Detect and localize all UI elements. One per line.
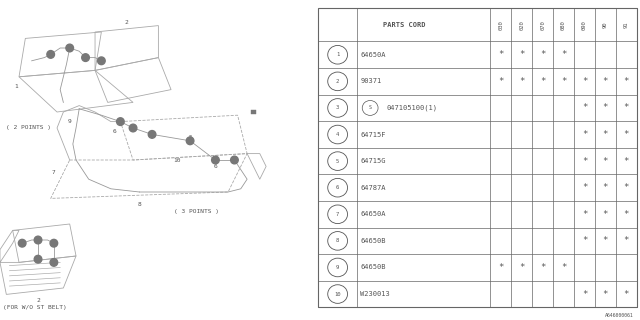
Circle shape	[50, 239, 58, 247]
Text: *: *	[603, 290, 608, 299]
Text: *: *	[603, 210, 608, 219]
Circle shape	[47, 51, 54, 58]
Text: *: *	[623, 130, 629, 139]
Text: 5: 5	[188, 135, 192, 140]
Text: 6: 6	[214, 164, 218, 169]
Circle shape	[148, 131, 156, 138]
Text: *: *	[603, 183, 608, 192]
Text: *: *	[623, 103, 629, 112]
Text: 1: 1	[14, 84, 18, 89]
Text: 3: 3	[252, 109, 255, 115]
Text: *: *	[498, 263, 504, 272]
Text: *: *	[623, 77, 629, 86]
Text: PARTS CORD: PARTS CORD	[383, 22, 426, 28]
Text: 2: 2	[336, 79, 339, 84]
Text: 64650A: 64650A	[360, 52, 386, 58]
Text: *: *	[603, 130, 608, 139]
Text: 7: 7	[336, 212, 339, 217]
Text: 64715G: 64715G	[360, 158, 386, 164]
Text: *: *	[540, 50, 545, 59]
Circle shape	[186, 137, 194, 145]
Text: 64650A: 64650A	[360, 211, 386, 217]
Text: 020: 020	[519, 20, 524, 29]
Circle shape	[34, 255, 42, 263]
Text: 4: 4	[336, 132, 339, 137]
Text: 9: 9	[336, 265, 339, 270]
Text: 090: 090	[582, 20, 587, 29]
Text: *: *	[561, 50, 566, 59]
Circle shape	[129, 124, 137, 132]
Text: 90371: 90371	[360, 78, 381, 84]
Text: 6: 6	[336, 185, 339, 190]
Text: 2: 2	[36, 298, 40, 303]
Text: *: *	[582, 183, 587, 192]
Text: *: *	[561, 263, 566, 272]
Text: 9: 9	[68, 119, 72, 124]
Polygon shape	[251, 109, 256, 114]
Circle shape	[66, 44, 74, 52]
Text: 64715F: 64715F	[360, 132, 386, 138]
Text: *: *	[519, 77, 525, 86]
Text: ( 3 POINTS ): ( 3 POINTS )	[174, 209, 219, 214]
Circle shape	[34, 236, 42, 244]
Text: *: *	[603, 77, 608, 86]
Text: 030: 030	[499, 20, 504, 29]
Text: S: S	[369, 106, 372, 110]
Text: 8: 8	[336, 238, 339, 244]
Text: ( 2 POINTS ): ( 2 POINTS )	[6, 125, 51, 131]
Text: *: *	[582, 130, 587, 139]
Text: (FOR W/O ST BELT): (FOR W/O ST BELT)	[3, 305, 67, 310]
Text: *: *	[603, 156, 608, 166]
Circle shape	[19, 239, 26, 247]
Text: *: *	[561, 77, 566, 86]
Circle shape	[116, 118, 124, 125]
Text: *: *	[540, 263, 545, 272]
Text: 5: 5	[336, 159, 339, 164]
Text: *: *	[623, 236, 629, 245]
Circle shape	[50, 259, 58, 266]
Text: *: *	[582, 156, 587, 166]
Text: *: *	[519, 50, 525, 59]
Text: 7: 7	[52, 170, 56, 175]
Text: 10: 10	[334, 292, 341, 297]
Text: 91: 91	[624, 21, 628, 28]
Text: *: *	[582, 236, 587, 245]
Text: 3: 3	[336, 106, 339, 110]
Text: W230013: W230013	[360, 291, 390, 297]
Text: 4: 4	[131, 125, 135, 131]
Text: A646000061: A646000061	[605, 314, 634, 318]
Text: *: *	[582, 210, 587, 219]
Text: 2: 2	[125, 20, 129, 25]
Text: *: *	[603, 236, 608, 245]
Text: 64787A: 64787A	[360, 185, 386, 191]
Text: 1: 1	[336, 52, 339, 57]
Text: *: *	[540, 77, 545, 86]
Circle shape	[82, 54, 90, 61]
Text: *: *	[498, 77, 504, 86]
Text: *: *	[582, 103, 587, 112]
Text: *: *	[623, 290, 629, 299]
Text: *: *	[582, 77, 587, 86]
Text: *: *	[582, 290, 587, 299]
Text: 10: 10	[173, 157, 181, 163]
Text: *: *	[519, 263, 525, 272]
Text: *: *	[623, 210, 629, 219]
Text: *: *	[623, 183, 629, 192]
Text: 080: 080	[561, 20, 566, 29]
Text: 64650B: 64650B	[360, 238, 386, 244]
Text: 8: 8	[138, 202, 141, 207]
Circle shape	[97, 57, 105, 65]
Text: 047105100(1): 047105100(1)	[387, 105, 437, 111]
Text: 070: 070	[540, 20, 545, 29]
Circle shape	[230, 156, 238, 164]
Text: 90: 90	[603, 21, 608, 28]
Text: 6: 6	[112, 129, 116, 134]
Text: *: *	[623, 156, 629, 166]
Text: *: *	[498, 50, 504, 59]
Text: *: *	[603, 103, 608, 112]
Text: 64650B: 64650B	[360, 264, 386, 270]
Circle shape	[212, 156, 220, 164]
